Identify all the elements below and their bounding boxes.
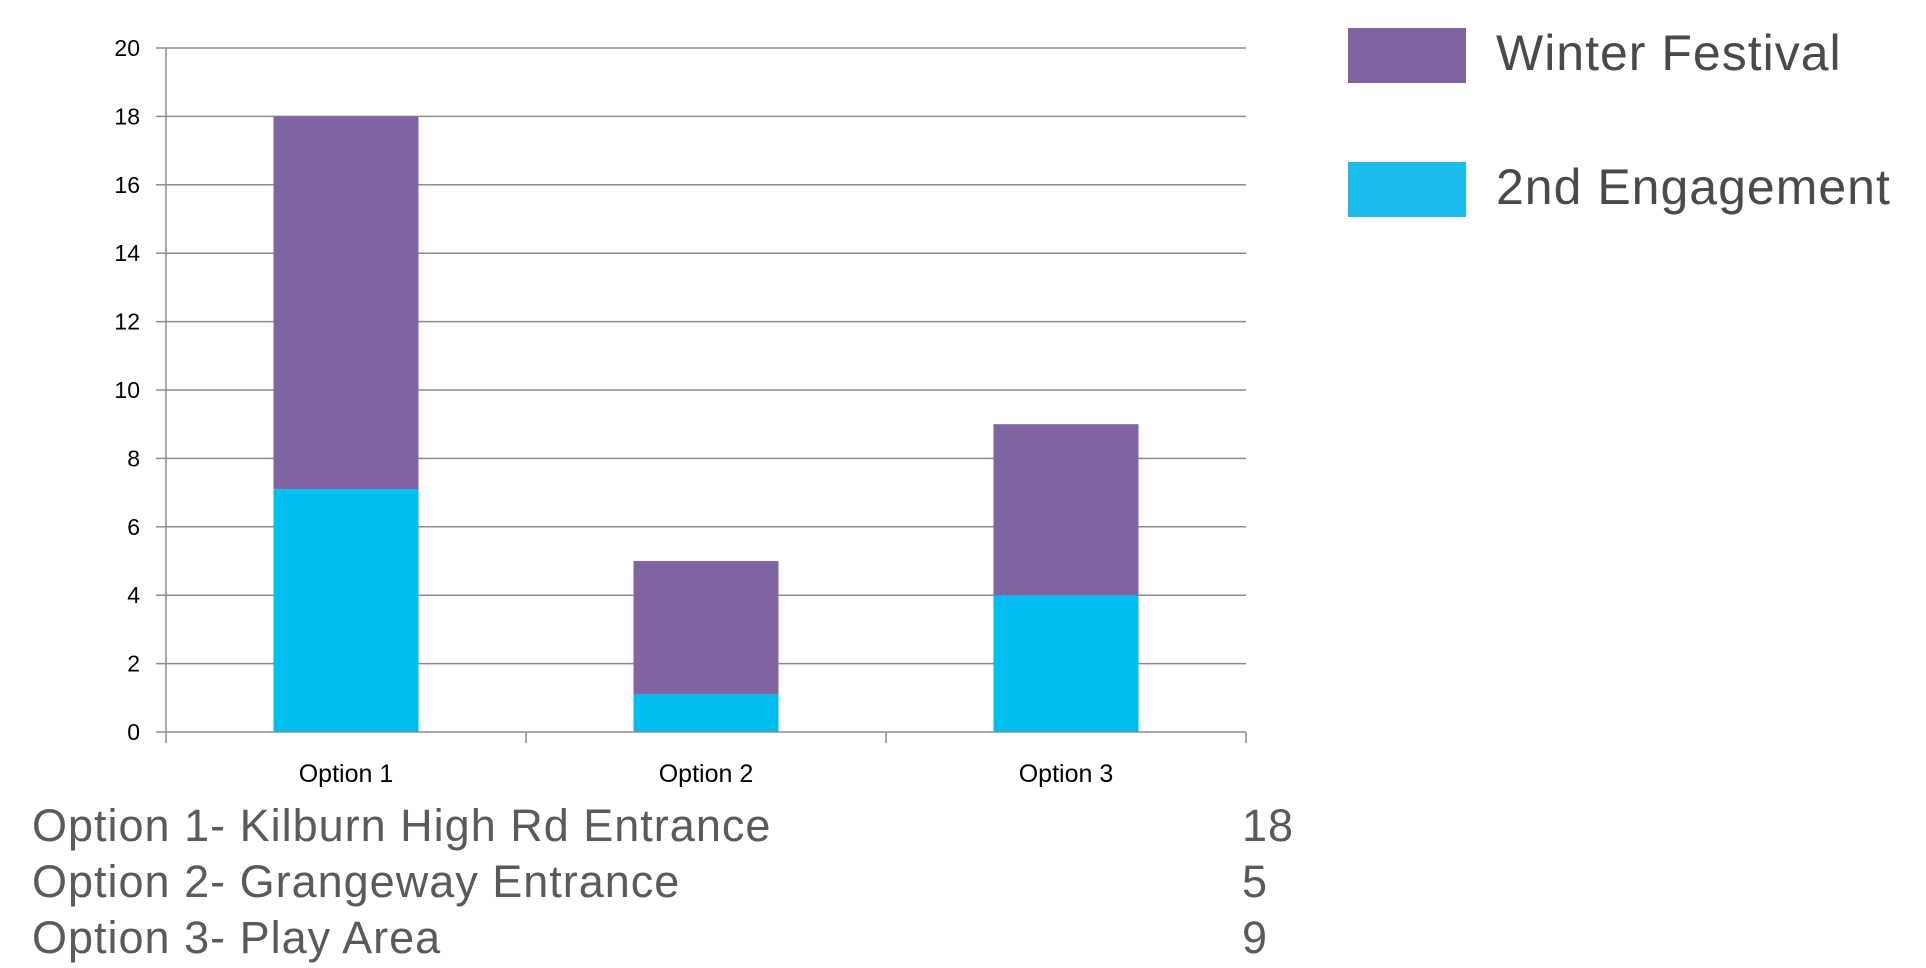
bar-2nd-engagement — [993, 595, 1139, 732]
y-tick-label: 18 — [114, 103, 140, 129]
summary-value: 9 — [1242, 912, 1269, 963]
legend-swatch-2nd-engagement — [1348, 162, 1466, 217]
bar-2nd-engagement — [633, 694, 779, 732]
y-tick-label: 20 — [114, 35, 140, 61]
summary-row-option-1: Option 1- Kilburn High Rd Entrance 18 — [32, 800, 1342, 856]
y-tick-label: 14 — [114, 240, 140, 266]
summary-list: Option 1- Kilburn High Rd Entrance 18 Op… — [32, 800, 1342, 968]
x-tick-label: Option 1 — [299, 760, 394, 788]
summary-label: Option 2- Grangeway Entrance — [32, 856, 681, 907]
y-tick-label: 2 — [127, 651, 140, 677]
legend-label-winter-festival: Winter Festival — [1496, 25, 1842, 81]
summary-row-option-2: Option 2- Grangeway Entrance 5 — [32, 856, 1342, 912]
legend-swatch-winter-festival — [1348, 28, 1466, 83]
y-tick-label: 16 — [114, 172, 140, 198]
y-tick-label: 4 — [127, 582, 140, 608]
summary-label: Option 3- Play Area — [32, 912, 442, 963]
summary-value: 5 — [1242, 856, 1269, 907]
bar-winter-festival — [993, 424, 1139, 596]
summary-label: Option 1- Kilburn High Rd Entrance — [32, 800, 772, 851]
y-tick-label: 12 — [114, 309, 140, 335]
x-tick-label: Option 3 — [1019, 760, 1114, 788]
bars — [273, 116, 1139, 732]
bar-winter-festival — [633, 561, 779, 695]
summary-value: 18 — [1242, 800, 1295, 851]
x-tick-label: Option 2 — [659, 760, 754, 788]
y-tick-label: 10 — [114, 377, 140, 403]
y-tick-label: 8 — [127, 445, 140, 471]
y-tick-label: 0 — [127, 719, 140, 745]
summary-row-option-3: Option 3- Play Area 9 — [32, 912, 1342, 968]
bar-winter-festival — [273, 116, 419, 490]
legend-label-2nd-engagement: 2nd Engagement — [1496, 159, 1891, 215]
y-tick-label: 6 — [127, 514, 140, 540]
bar-2nd-engagement — [273, 489, 419, 732]
axes: 0 2 4 6 8 10 12 14 16 18 20 Option 1 Option 2 Option … — [114, 35, 1247, 788]
